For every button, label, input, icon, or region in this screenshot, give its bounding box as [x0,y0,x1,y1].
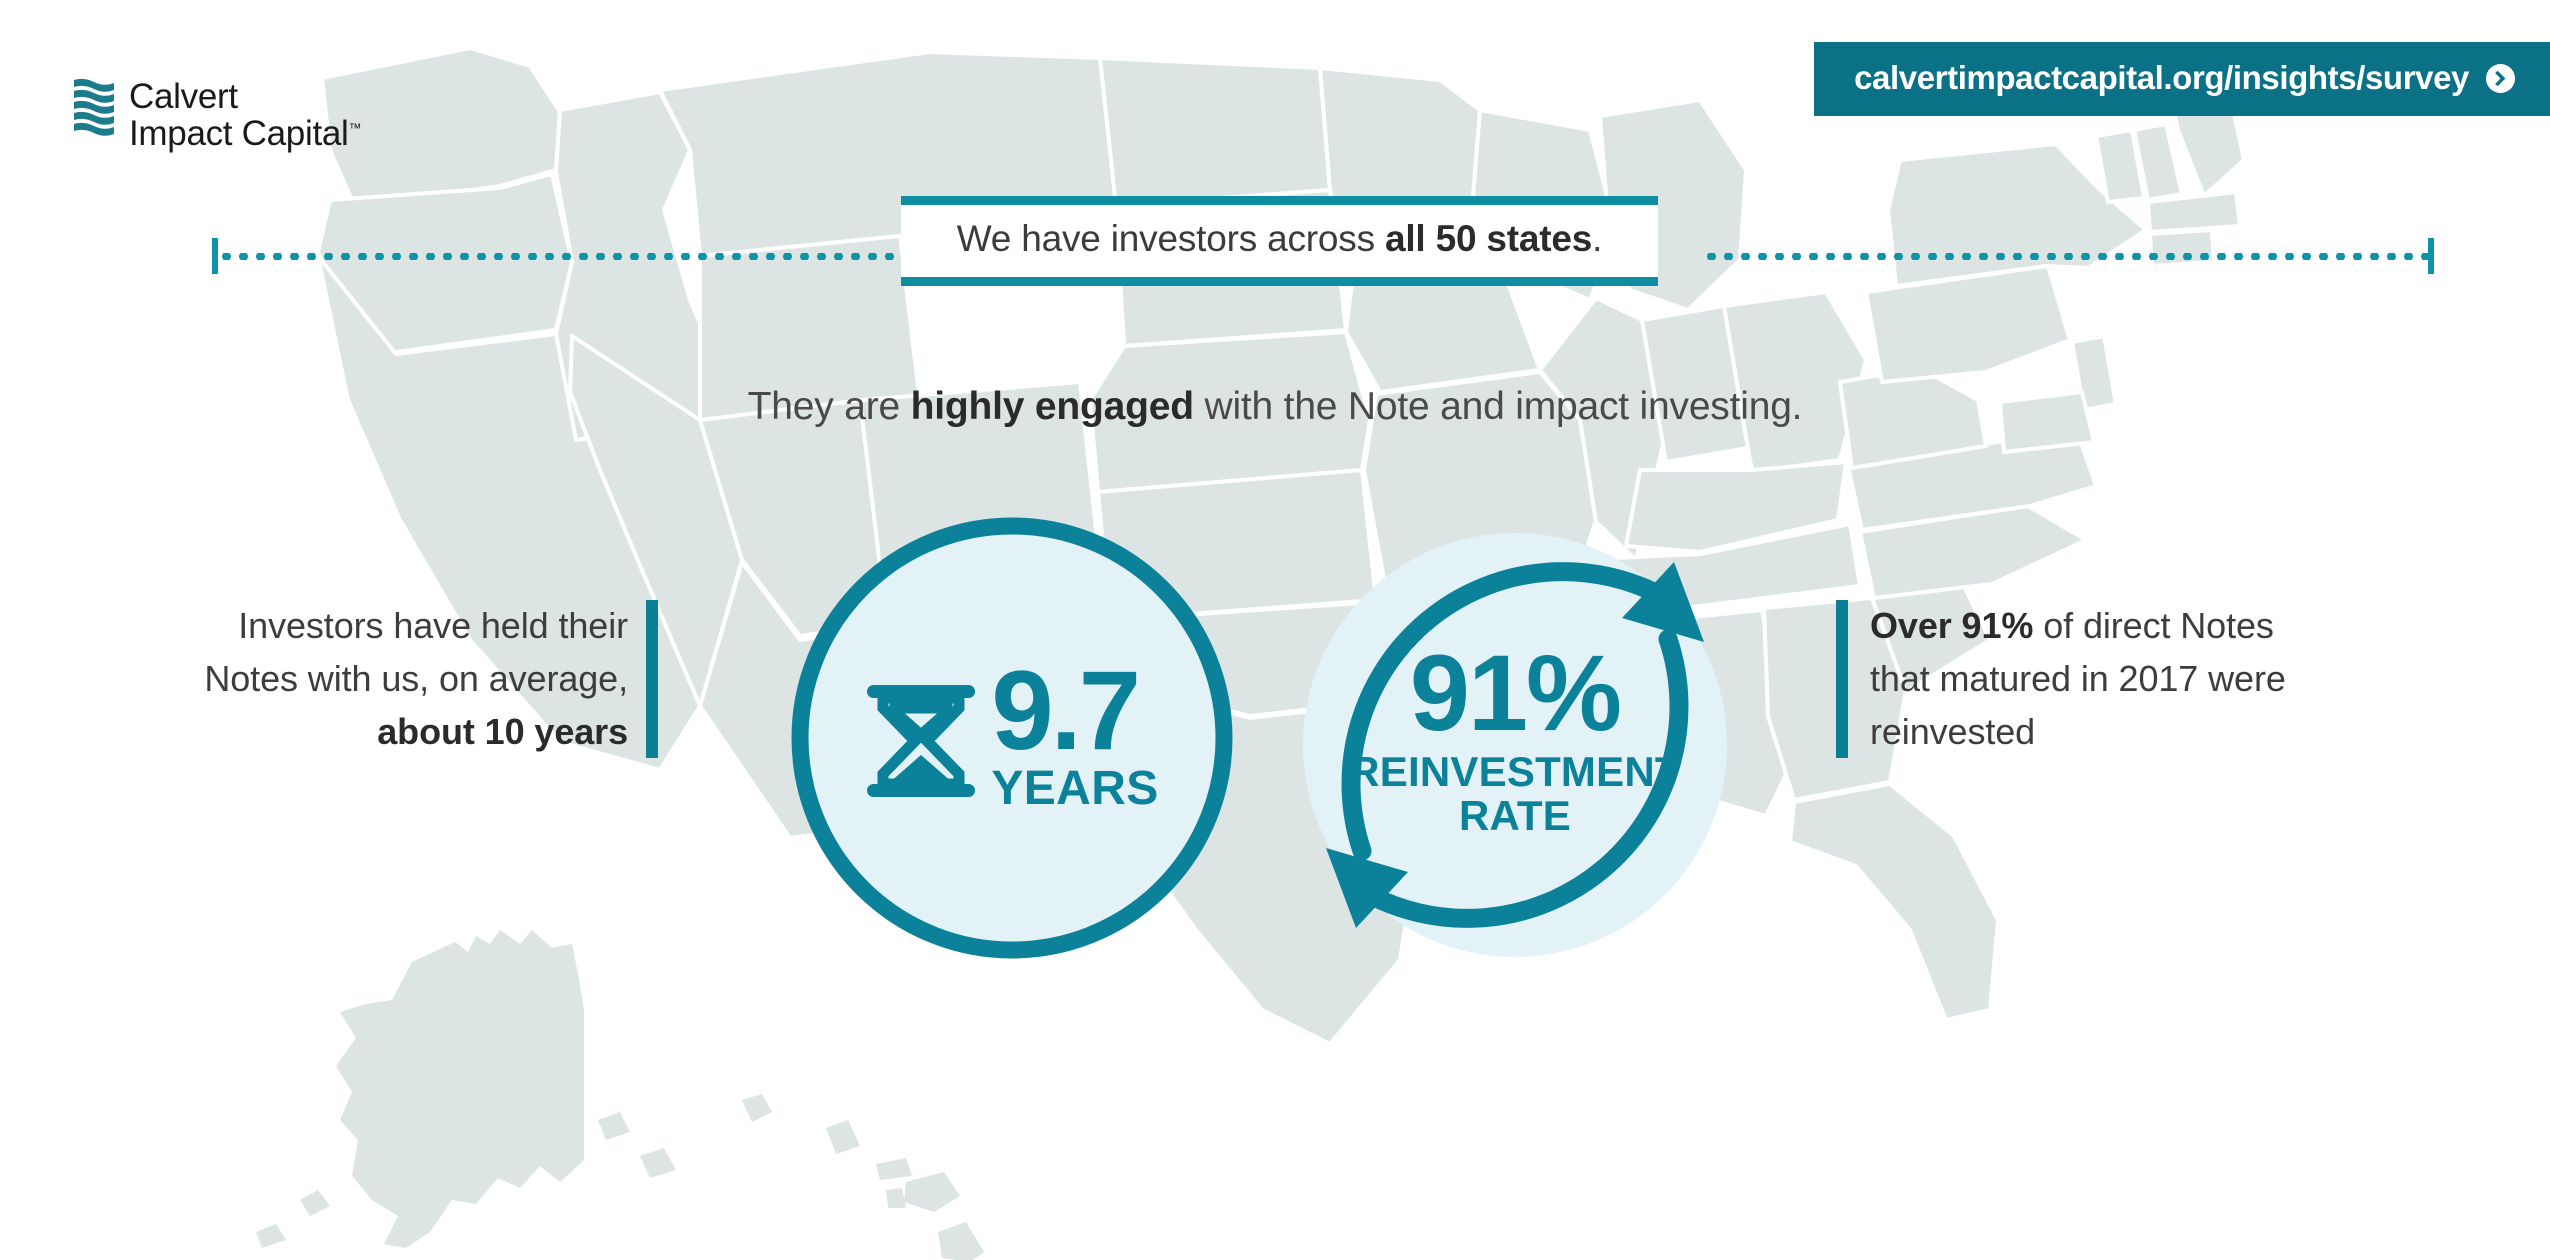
subhead-suffix: with the Note and impact investing. [1193,385,1803,428]
years-unit: YEARS [991,762,1159,816]
headline-banner: We have investors across all 50 states. [901,196,1658,286]
brand-name-line1: Calvert [129,77,238,116]
left-caption-text: Investors have held their Notes with us,… [108,600,628,759]
headline-connector-rule [0,230,2550,282]
years-value: 9.7 [991,647,1141,773]
right-accent-bar [1836,600,1848,759]
brand-name-line2: Impact Capital™ [129,114,362,154]
subhead-text: They are highly engaged with the Note an… [748,385,1803,428]
trademark-symbol: ™ [348,120,362,136]
recycle-arrows-icon [1303,533,1727,957]
right-caption-text: Over 91% of direct Notes that matured in… [1870,600,2400,759]
wave-stack-icon [74,78,114,136]
left-stat-caption: Investors have held their Notes with us,… [108,600,708,759]
years-stat-circle: 9.7 YEARS [782,508,1242,968]
survey-url-banner[interactable]: calvertimpactcapital.org/insights/survey [1814,42,2550,116]
years-circle-ring [791,517,1233,959]
left-caption-line1: Investors have held their [238,605,628,646]
years-stat-values: 9.7 YEARS [991,647,1159,816]
reinvestment-value: 91% [1409,632,1622,754]
headline-prefix: We have investors across [956,218,1385,259]
left-caption-bold: about 10 years [377,710,628,752]
rule-dots-left [218,252,943,260]
right-caption-line2: that matured in 2017 were [1870,657,2286,699]
hourglass-icon [867,685,976,797]
reinvestment-unit-line2: RATE [1458,792,1571,840]
reinvestment-unit-line1: REINVESTMENT [1349,747,1681,795]
right-caption-bold: Over 91% [1870,605,2034,646]
left-accent-bar [646,600,658,759]
reinvestment-circle-content: 91% REINVESTMENT RATE [1270,500,1760,990]
right-caption-line3: reinvested [1870,710,2036,752]
brand-wordmark: Calvert Impact Capital™ [129,77,362,154]
rule-tick-left [212,238,218,274]
subhead-bold: highly engaged [910,385,1194,428]
chevron-right-circle-icon [2485,63,2516,93]
headline-bold: all 50 states [1384,218,1593,259]
left-caption-line2: Notes with us, on average, [204,657,628,699]
right-caption-rest: of direct Notes [2033,605,2274,646]
brand-logo[interactable]: Calvert Impact Capital™ [72,77,362,154]
subhead-line: They are highly engaged with the Note an… [0,385,2550,429]
right-stat-caption: Over 91% of direct Notes that matured in… [1836,600,2456,759]
rule-tick-right [2428,238,2434,274]
headline-text: We have investors across all 50 states. [901,218,1658,260]
headline-suffix: . [1592,218,1603,259]
rule-dots-right [1703,252,2428,260]
subhead-prefix: They are [747,385,911,428]
years-circle-content: 9.7 YEARS [782,508,1242,968]
survey-url-text: calvertimpactcapital.org/insights/survey [1854,59,2469,96]
reinvestment-stat-circle: 91% REINVESTMENT RATE [1270,500,1760,990]
